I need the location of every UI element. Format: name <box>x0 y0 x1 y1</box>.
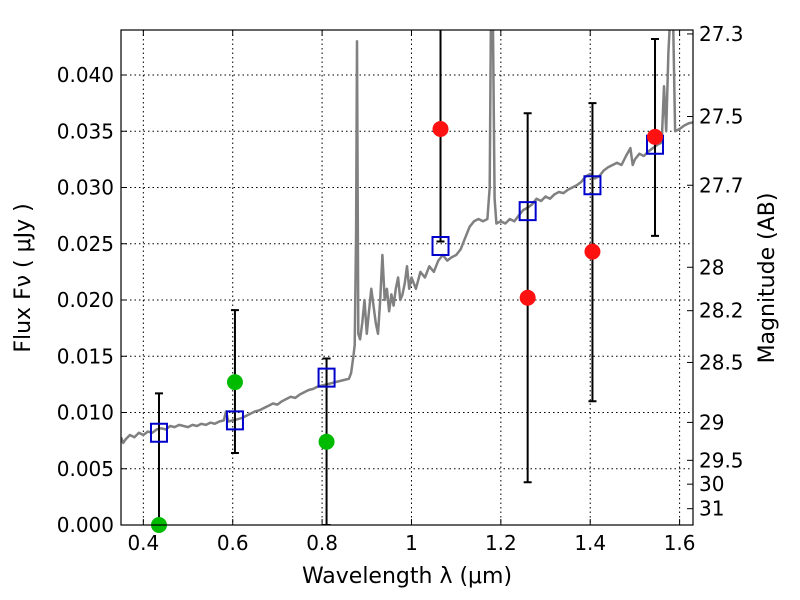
x-tick-label: 0.6 <box>217 531 249 555</box>
right-tick-label: 29 <box>699 410 724 434</box>
marker-layer <box>149 121 665 533</box>
observed-flux-point <box>226 374 243 391</box>
ticks: 0.4 0.6 0.8 1 1.2 1.4 1.6 0.000 0.005 0.010 0.015 0… <box>57 22 744 555</box>
observed-flux-point <box>519 289 536 306</box>
right-axis-label: Magnitude (AB) <box>755 193 780 364</box>
right-tick-label: 27.5 <box>699 105 744 129</box>
model-photometry-square <box>583 175 602 196</box>
x-tick-label: 0.8 <box>306 531 338 555</box>
y-tick-label: 0.030 <box>57 176 114 200</box>
x-tick-label: 1.6 <box>664 531 696 555</box>
model-photometry-square <box>317 367 336 388</box>
x-tick-label: 1.4 <box>574 531 606 555</box>
y-axis-label: Flux Fν ( μJy ) <box>11 203 36 352</box>
right-tick-label: 27.7 <box>699 173 744 197</box>
right-tick-label: 28.5 <box>699 350 744 374</box>
x-tick-label: 0.4 <box>127 531 159 555</box>
y-tick-label: 0.025 <box>57 232 114 256</box>
y-tick-label: 0.035 <box>57 119 114 143</box>
y-tick-label: 0.000 <box>57 513 114 537</box>
y-tick-label: 0.010 <box>57 401 114 425</box>
model-photometry-square <box>518 201 537 222</box>
observed-flux-point <box>432 121 449 137</box>
right-tick-label: 31 <box>699 497 724 521</box>
x-tick-label: 1.2 <box>485 531 517 555</box>
y-tick-label: 0.015 <box>57 344 114 368</box>
model-photometry-square <box>431 236 450 256</box>
model-photometry-square <box>149 422 168 443</box>
model-photometry-square <box>225 410 244 431</box>
x-tick-label: 1 <box>405 531 418 555</box>
observed-flux-point <box>318 433 335 450</box>
observed-flux-point <box>647 128 664 145</box>
right-tick-label: 30 <box>699 472 724 496</box>
right-tick-label: 28.2 <box>699 299 744 323</box>
y-tick-label: 0.005 <box>57 457 114 481</box>
plot-frame <box>120 29 694 526</box>
observed-flux-point <box>584 243 601 260</box>
right-tick-label: 28 <box>699 255 724 279</box>
y-tick-label: 0.020 <box>57 288 114 312</box>
y-tick-label: 0.040 <box>57 63 114 87</box>
right-tick-label: 29.5 <box>699 448 744 472</box>
right-tick-label: 27.3 <box>699 22 744 46</box>
x-axis-label: Wavelength λ (μm) <box>302 564 512 589</box>
